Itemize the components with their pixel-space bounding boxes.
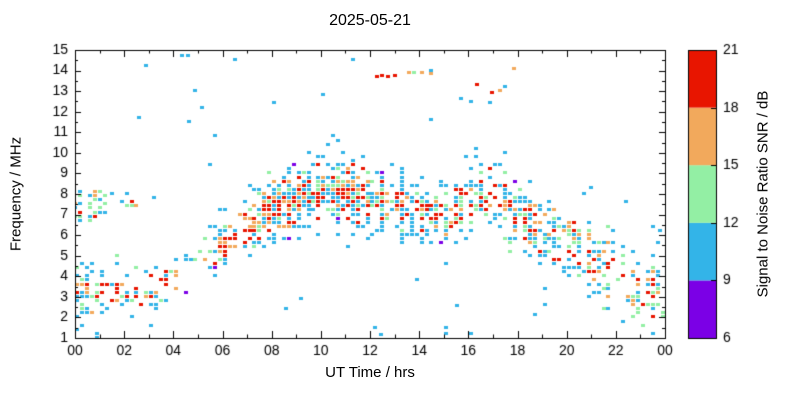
colorbar-label: Signal to Noise Ratio SNR / dB — [754, 90, 772, 298]
chart-title: 2025-05-21 — [329, 12, 411, 29]
y-axis-label: Frequency / MHz — [7, 136, 25, 252]
x-axis-label: UT Time / hrs — [325, 364, 415, 381]
